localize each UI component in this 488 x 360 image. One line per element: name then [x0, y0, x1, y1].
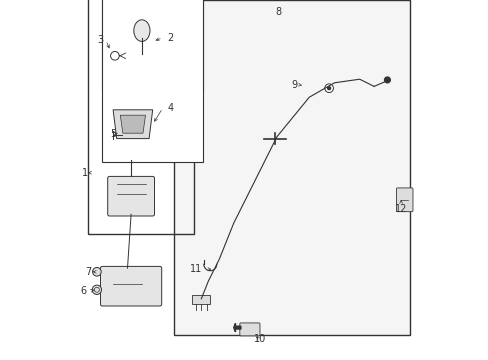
Text: 8: 8: [275, 6, 281, 17]
Text: 9: 9: [291, 80, 297, 90]
Polygon shape: [120, 115, 145, 133]
Text: 1: 1: [81, 168, 88, 178]
Circle shape: [324, 84, 333, 93]
FancyBboxPatch shape: [101, 266, 162, 306]
Text: 7: 7: [85, 267, 91, 277]
Bar: [192, 295, 210, 304]
Text: 3: 3: [97, 35, 103, 45]
Circle shape: [92, 285, 102, 294]
Text: 4: 4: [167, 103, 173, 113]
Circle shape: [327, 87, 330, 90]
Bar: [174, 0, 409, 335]
FancyBboxPatch shape: [107, 176, 154, 216]
Circle shape: [92, 267, 101, 276]
Text: 12: 12: [394, 204, 407, 214]
Text: 11: 11: [189, 264, 202, 274]
Bar: [102, 0, 203, 90]
FancyBboxPatch shape: [396, 188, 412, 212]
Text: 5: 5: [110, 129, 117, 139]
FancyArrow shape: [233, 323, 241, 332]
Text: 2: 2: [167, 33, 173, 43]
Polygon shape: [113, 110, 152, 139]
Text: 6: 6: [81, 286, 87, 296]
Circle shape: [384, 77, 389, 83]
FancyBboxPatch shape: [239, 323, 260, 336]
Bar: [88, 0, 194, 234]
Text: 10: 10: [253, 334, 265, 344]
Bar: [102, 0, 203, 162]
Ellipse shape: [134, 20, 150, 41]
